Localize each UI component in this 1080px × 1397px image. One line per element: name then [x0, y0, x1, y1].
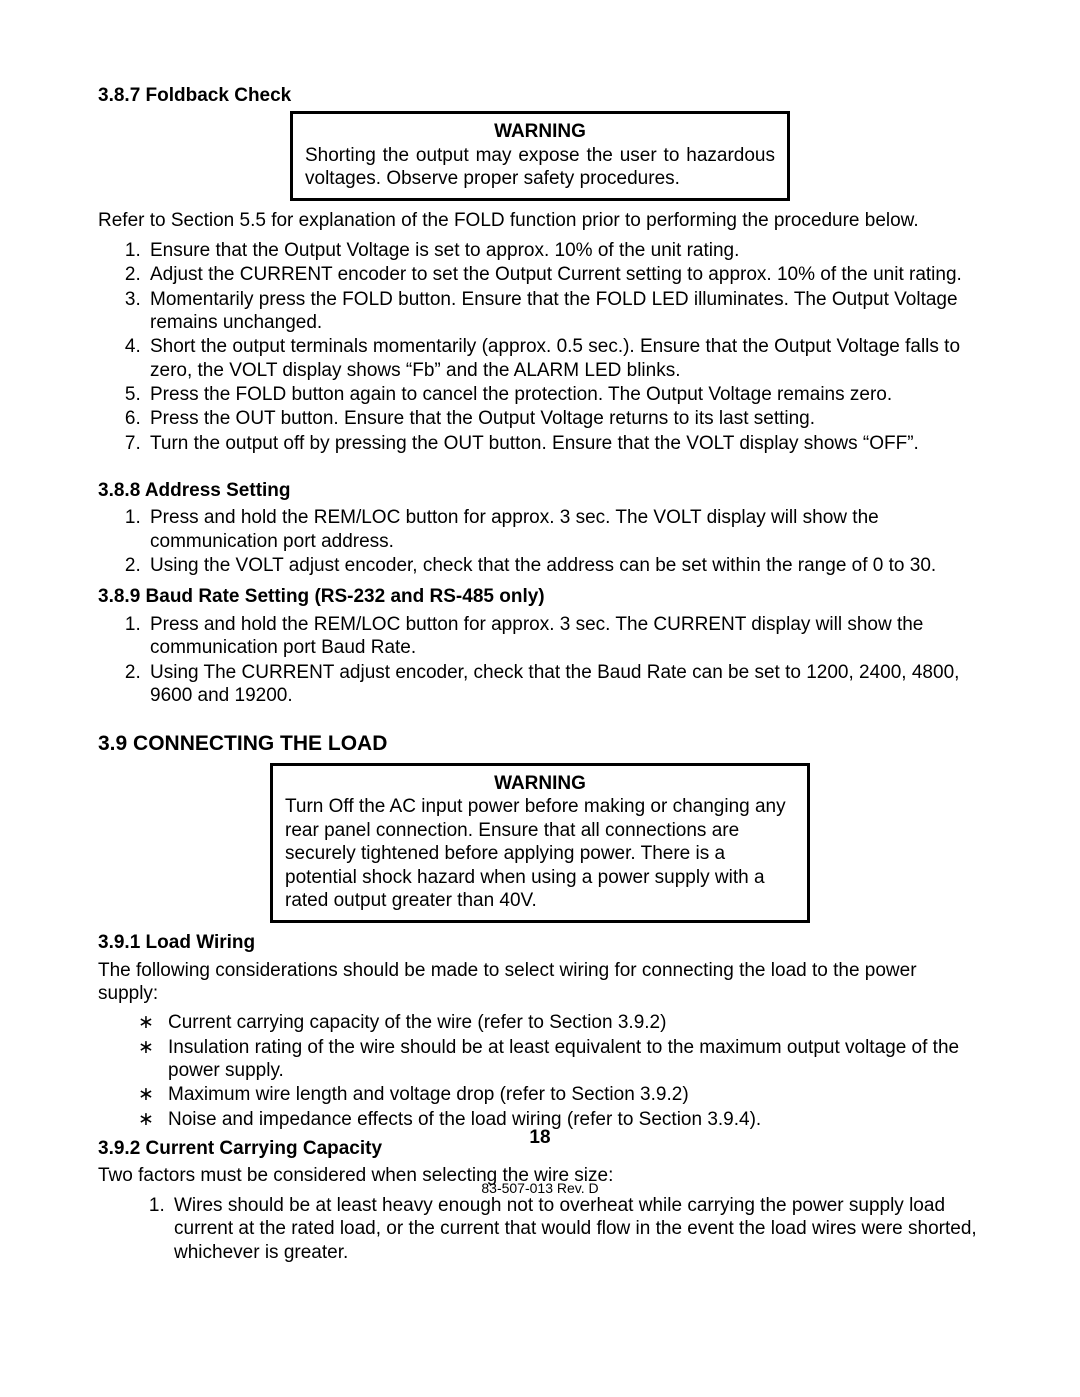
list-item: Short the output terminals momentarily (…: [146, 335, 982, 382]
document-page: 3.8.7 Foldback Check WARNING Shorting th…: [0, 0, 1080, 1397]
page-number: 18: [0, 1126, 1080, 1149]
paragraph: The following considerations should be m…: [98, 959, 982, 1006]
warning-title: WARNING: [285, 772, 795, 795]
warning-box-foldback: WARNING Shorting the output may expose t…: [290, 111, 790, 201]
list-item: Adjust the CURRENT encoder to set the Ou…: [146, 263, 982, 286]
list-item: Using The CURRENT adjust encoder, check …: [146, 661, 982, 708]
heading-3-9: 3.9 CONNECTING THE LOAD: [98, 731, 982, 757]
list-item: Press and hold the REM/LOC button for ap…: [146, 506, 982, 553]
ordered-list-foldback: Ensure that the Output Voltage is set to…: [98, 239, 982, 455]
heading-3-8-7: 3.8.7 Foldback Check: [98, 84, 982, 107]
ordered-list-baud: Press and hold the REM/LOC button for ap…: [98, 613, 982, 707]
list-item: Current carrying capacity of the wire (r…: [132, 1011, 982, 1034]
footer-revision: 83-507-013 Rev. D: [0, 1180, 1080, 1197]
warning-title: WARNING: [305, 120, 775, 143]
bullet-list-wiring: Current carrying capacity of the wire (r…: [98, 1011, 982, 1131]
list-item: Press the FOLD button again to cancel th…: [146, 383, 982, 406]
warning-box-load: WARNING Turn Off the AC input power befo…: [270, 763, 810, 923]
list-item: Press the OUT button. Ensure that the Ou…: [146, 407, 982, 430]
list-item: Maximum wire length and voltage drop (re…: [132, 1083, 982, 1106]
warning-text: Shorting the output may expose the user …: [305, 144, 775, 191]
heading-3-8-9: 3.8.9 Baud Rate Setting (RS-232 and RS-4…: [98, 585, 982, 608]
list-item: Press and hold the REM/LOC button for ap…: [146, 613, 982, 660]
list-item: Momentarily press the FOLD button. Ensur…: [146, 288, 982, 335]
heading-3-8-8: 3.8.8 Address Setting: [98, 479, 982, 502]
list-item: Turn the output off by pressing the OUT …: [146, 432, 982, 455]
ordered-list-capacity: Wires should be at least heavy enough no…: [98, 1194, 982, 1264]
list-item: Insulation rating of the wire should be …: [132, 1036, 982, 1083]
list-item: Using the VOLT adjust encoder, check tha…: [146, 554, 982, 577]
list-item: Wires should be at least heavy enough no…: [170, 1194, 982, 1264]
paragraph: Refer to Section 5.5 for explanation of …: [98, 209, 982, 232]
heading-3-9-1: 3.9.1 Load Wiring: [98, 931, 982, 954]
ordered-list-address: Press and hold the REM/LOC button for ap…: [98, 506, 982, 577]
list-item: Ensure that the Output Voltage is set to…: [146, 239, 982, 262]
warning-text: Turn Off the AC input power before makin…: [285, 795, 795, 912]
